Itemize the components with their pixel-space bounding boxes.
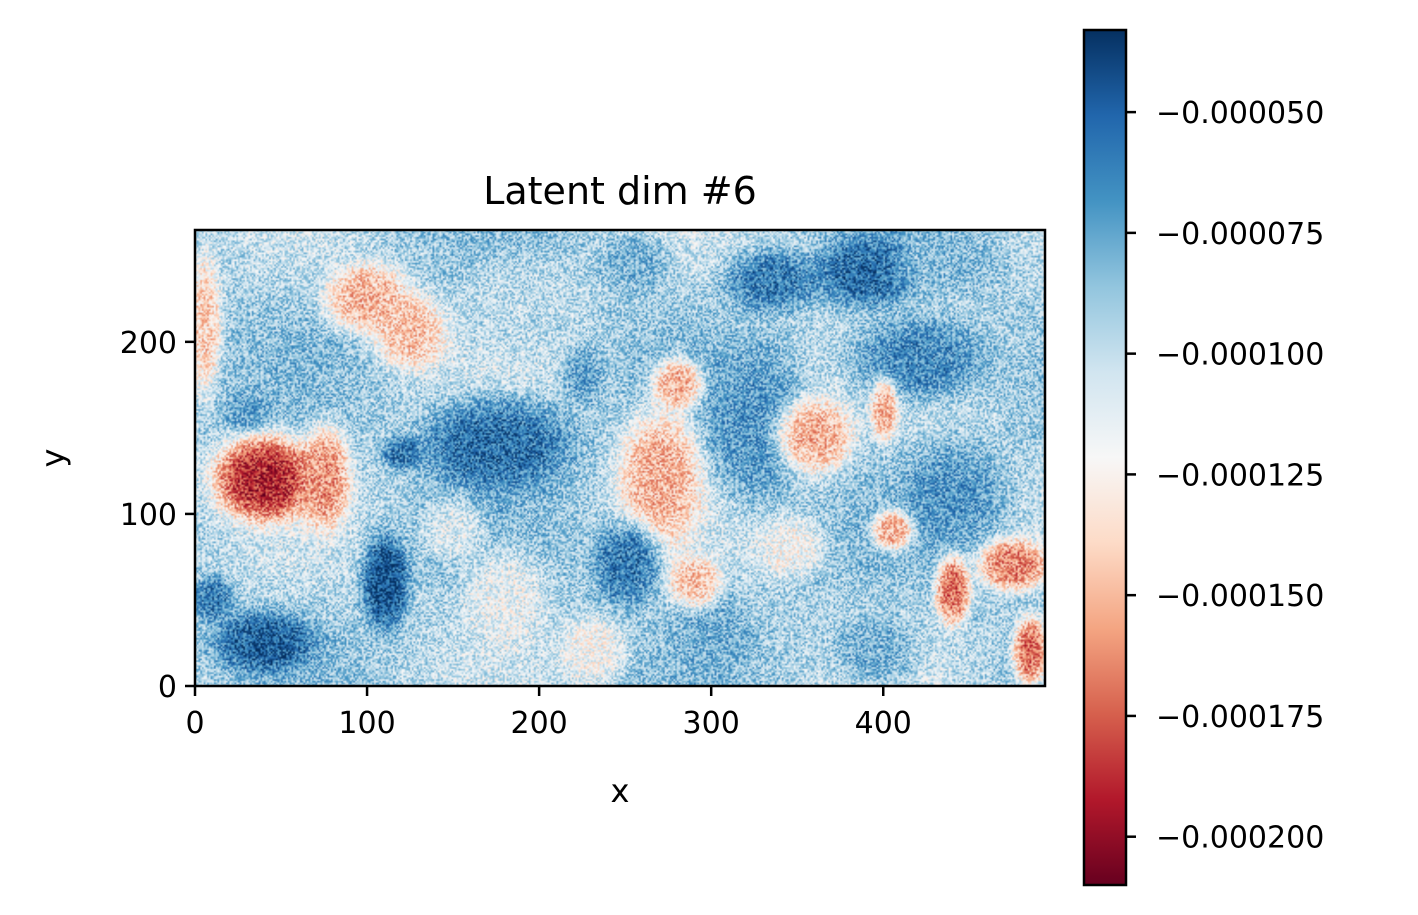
y-tick-label: 0 bbox=[158, 670, 177, 705]
colorbar-tick-label: −0.000050 bbox=[1156, 96, 1324, 131]
colorbar-tick-label: −0.000150 bbox=[1156, 579, 1324, 614]
colorbar-gradient bbox=[1084, 30, 1126, 885]
x-axis-ticks: 0 100 200 300 400 bbox=[185, 686, 912, 741]
plot-area bbox=[193, 228, 1047, 688]
colorbar-tick-label: −0.000175 bbox=[1156, 700, 1324, 735]
chart-title: Latent dim #6 bbox=[483, 169, 757, 213]
x-tick-label: 100 bbox=[338, 706, 395, 741]
x-tick-label: 400 bbox=[855, 706, 912, 741]
colorbar-ticks: −0.000050 −0.000075 −0.000100 −0.000125 −0.0… bbox=[1126, 96, 1324, 856]
y-axis-ticks: 0 100 200 bbox=[120, 326, 195, 705]
y-tick-label: 100 bbox=[120, 498, 177, 533]
y-axis-label: y bbox=[34, 449, 72, 468]
colorbar: −0.000050 −0.000075 −0.000100 −0.000125 −0.0… bbox=[1082, 28, 1324, 887]
colorbar-tick-label: −0.000100 bbox=[1156, 338, 1324, 373]
heatmap-image bbox=[195, 230, 1045, 686]
y-tick-label: 200 bbox=[120, 326, 177, 361]
x-tick-label: 0 bbox=[185, 706, 204, 741]
colorbar-tick-label: −0.000075 bbox=[1156, 217, 1324, 252]
x-tick-label: 200 bbox=[510, 706, 567, 741]
x-tick-label: 300 bbox=[683, 706, 740, 741]
colorbar-tick-label: −0.000125 bbox=[1156, 458, 1324, 493]
x-axis-label: x bbox=[611, 772, 630, 810]
plot-frame bbox=[193, 228, 1047, 688]
colorbar-frame bbox=[1082, 28, 1128, 887]
colorbar-tick-label: −0.000200 bbox=[1156, 821, 1324, 856]
